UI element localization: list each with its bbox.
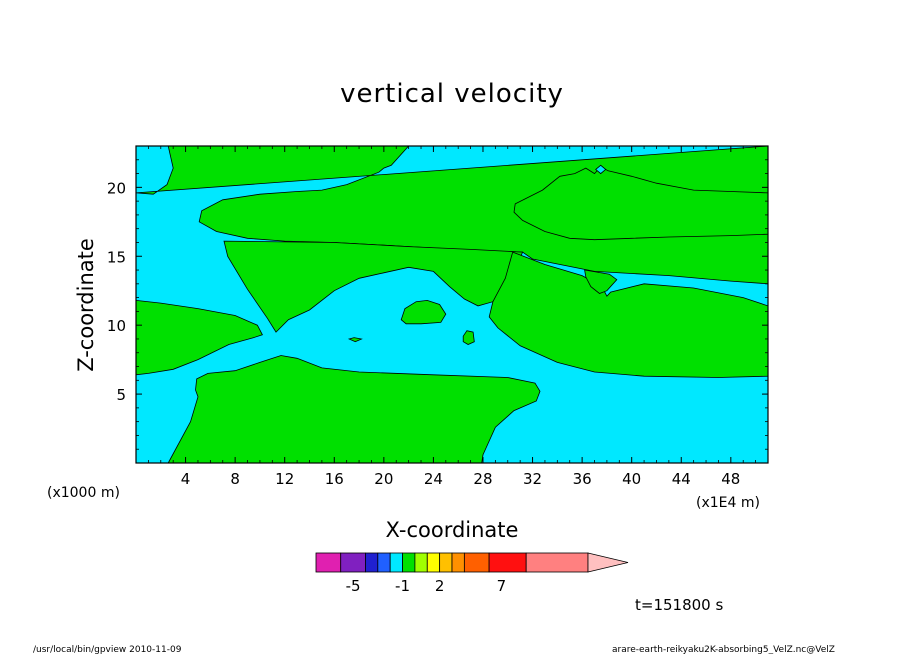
positive-region-blob-small-1	[347, 337, 363, 343]
colorbar-tick-label: 2	[435, 577, 445, 595]
x-tick-label: 48	[721, 470, 740, 488]
y-tick-label: 5	[116, 386, 126, 404]
footer-left: /usr/local/bin/gpview 2010-11-09	[33, 645, 182, 654]
chart-title: vertical velocity	[340, 79, 564, 109]
contour-plot-area	[135, 145, 769, 464]
colorbar-swatch	[525, 552, 589, 573]
colorbar-swatch	[414, 552, 428, 573]
colorbar-swatch	[377, 552, 391, 573]
x-unit-left: (x1000 m)	[47, 485, 120, 501]
y-axis-ticks: 5 10 15 20	[107, 145, 768, 450]
colorbar-tick-labels: -5 -1 2 7	[346, 577, 507, 595]
colorbar-swatch	[488, 552, 527, 573]
x-tick-label: 24	[424, 470, 443, 488]
positive-region-bottom	[167, 355, 541, 464]
colorbar-swatch	[315, 552, 342, 573]
colorbar-swatch	[365, 552, 379, 573]
colorbar	[315, 552, 629, 573]
x-tick-label: 4	[181, 470, 191, 488]
colorbar-swatch	[389, 552, 403, 573]
positive-region-blob-center	[400, 299, 447, 325]
negative-region-top-hole	[595, 164, 607, 175]
colorbar-swatch	[426, 552, 441, 573]
x-tick-label: 32	[523, 470, 542, 488]
positive-region-left-band	[135, 299, 263, 376]
positive-region-blob-small-2	[462, 330, 475, 345]
y-tick-label: 15	[107, 248, 126, 266]
x-axis-label: X-coordinate	[386, 518, 519, 542]
plot-frame	[135, 145, 769, 464]
y-axis-label: Z-coordinate	[74, 238, 98, 372]
colorbar-swatch	[463, 552, 490, 573]
y-tick-label: 10	[107, 317, 126, 335]
colorbar-extend-arrow	[587, 552, 629, 573]
y-tick-label: 20	[107, 179, 126, 197]
colorbar-tick-label: -5	[346, 577, 361, 595]
colorbar-tick-label: 7	[497, 577, 507, 595]
plot-border	[135, 145, 769, 464]
x-axis-ticks: 4 8 12 16 20 24 28 32 36 40 44 48	[147, 146, 769, 488]
colorbar-swatch	[402, 552, 416, 573]
positive-region-central-v	[223, 240, 524, 333]
x-tick-label: 44	[672, 470, 691, 488]
colorbar-swatch	[451, 552, 465, 573]
colorbar-swatch	[340, 552, 366, 573]
time-label: t=151800 s	[635, 596, 723, 614]
x-tick-label: 28	[473, 470, 492, 488]
footer-right: arare-earth-reikyaku2K-absorbing5_VelZ.n…	[612, 645, 835, 654]
x-tick-label: 36	[573, 470, 592, 488]
colorbar-swatch	[439, 552, 453, 573]
positive-region-upper-right-band	[513, 166, 769, 241]
x-tick-label: 16	[325, 470, 344, 488]
positive-region-blob-v-right	[584, 269, 618, 294]
x-tick-label: 20	[374, 470, 393, 488]
x-unit-right: (x1E4 m)	[696, 495, 760, 511]
x-tick-label: 8	[230, 470, 240, 488]
x-tick-label: 40	[622, 470, 641, 488]
x-tick-label: 12	[275, 470, 294, 488]
colorbar-tick-label: -1	[395, 577, 410, 595]
